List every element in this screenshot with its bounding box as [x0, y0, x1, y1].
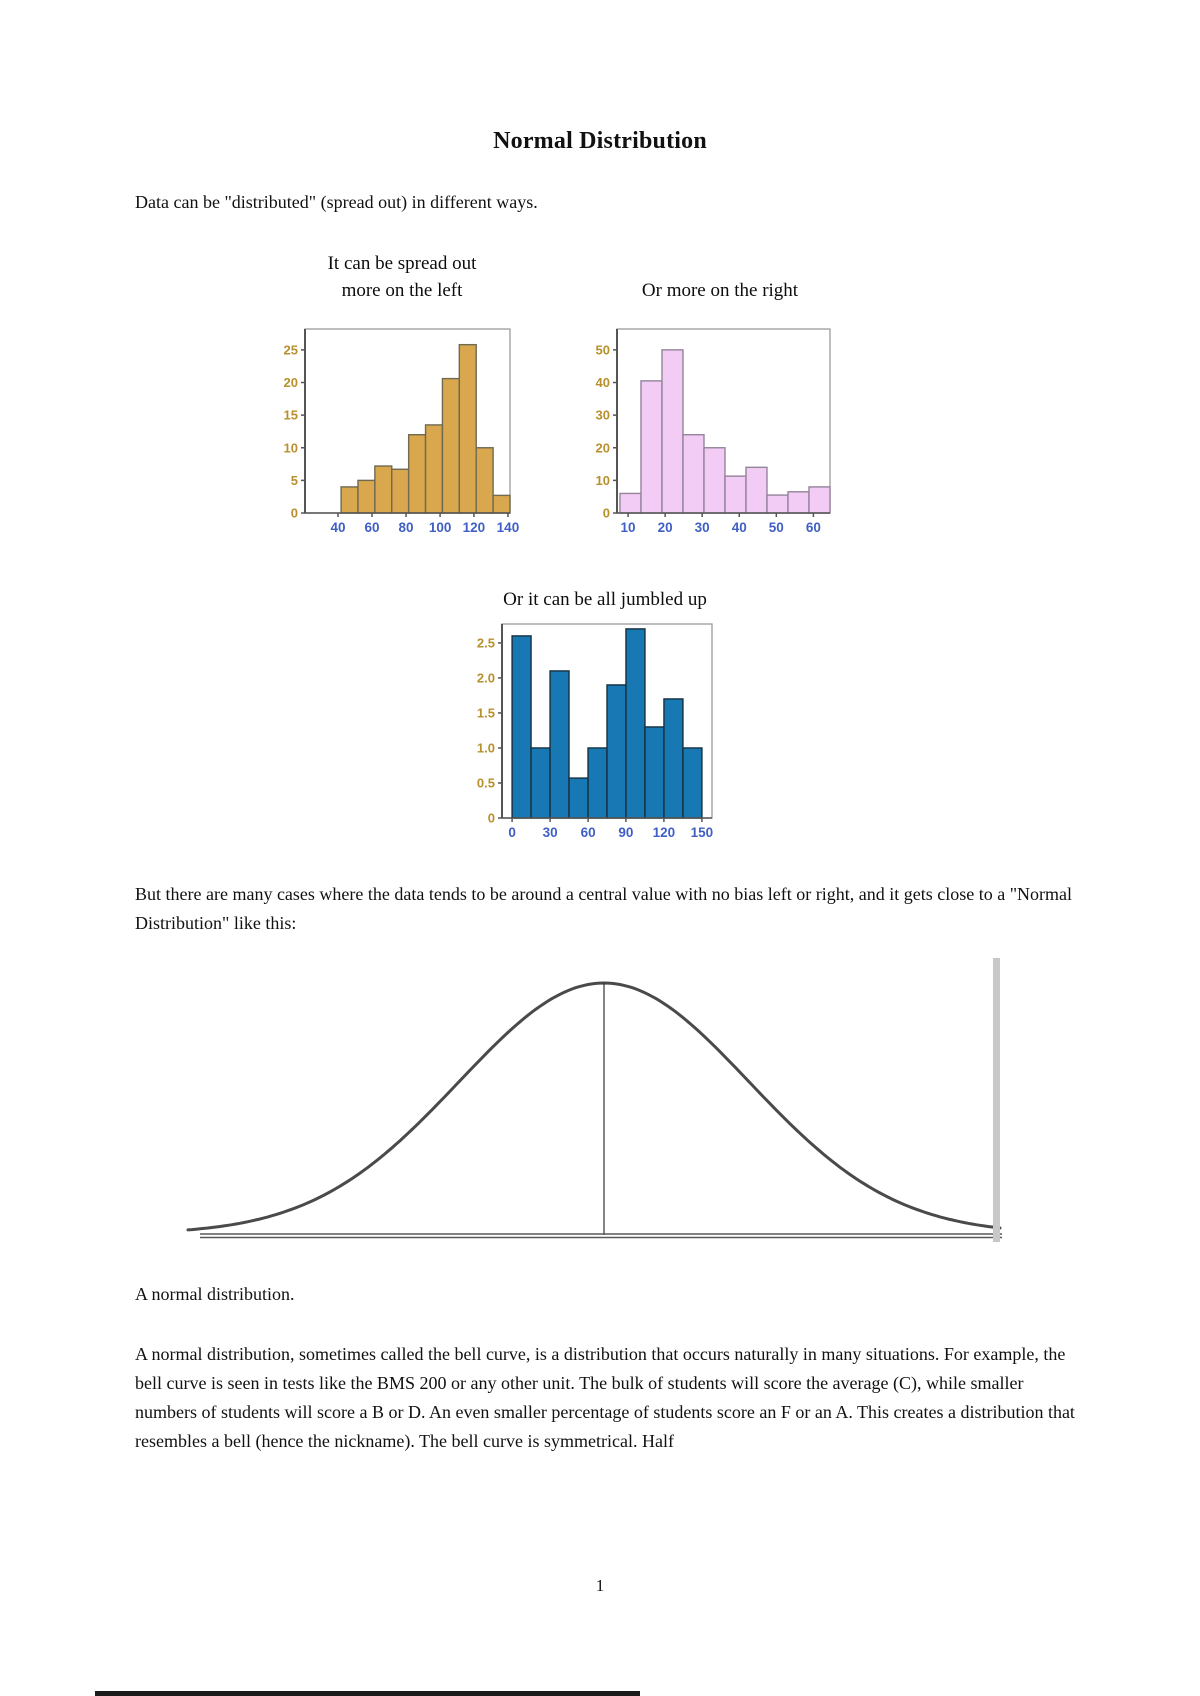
page-title: Normal Distribution: [493, 128, 707, 154]
svg-text:120: 120: [463, 520, 486, 535]
svg-text:1.5: 1.5: [477, 705, 495, 720]
svg-text:20: 20: [658, 520, 673, 535]
svg-text:140: 140: [497, 520, 520, 535]
svg-text:60: 60: [806, 520, 821, 535]
chart-right-skew-title: Or more on the right: [590, 277, 850, 304]
chart-right-skew-histogram: 0 10 20 30 40 50 10 20 30 40 50 60: [596, 328, 831, 535]
svg-text:0: 0: [508, 825, 516, 840]
svg-text:0: 0: [291, 506, 298, 521]
svg-text:0.5: 0.5: [477, 775, 495, 790]
svg-text:50: 50: [769, 520, 784, 535]
svg-text:0: 0: [488, 811, 495, 826]
svg-text:80: 80: [399, 520, 414, 535]
svg-text:120: 120: [653, 825, 676, 840]
chart-left-skew-title-line1: It can be spread out: [327, 253, 477, 274]
chart-right-skew-title-line1: Or more on the right: [641, 280, 799, 301]
svg-text:60: 60: [581, 825, 596, 840]
bell-curve-figure: [186, 958, 1002, 1242]
page-edge-artifact: [95, 1691, 640, 1696]
chart-jumbled-histogram: 0 0.5 1.0 1.5 2.0 2.5 0 30 60 90 120 150: [477, 623, 714, 840]
svg-text:10: 10: [284, 440, 298, 455]
svg-text:25: 25: [284, 342, 298, 357]
body-paragraph: A normal distribution, sometimes called …: [135, 1344, 1075, 1451]
svg-text:10: 10: [621, 520, 636, 535]
central-value-paragraph: But there are many cases where the data …: [135, 884, 1073, 933]
svg-text:30: 30: [596, 408, 610, 423]
intro-paragraph: Data can be "distributed" (spread out) i…: [135, 192, 538, 212]
svg-text:30: 30: [695, 520, 710, 535]
svg-text:15: 15: [284, 408, 298, 423]
svg-text:100: 100: [429, 520, 452, 535]
svg-text:90: 90: [618, 825, 633, 840]
svg-text:10: 10: [596, 473, 610, 488]
svg-text:20: 20: [284, 375, 298, 390]
chart-left-skew-histogram: 0 5 10 15 20 25 40 60 80 100 120 140: [284, 328, 520, 535]
svg-text:40: 40: [596, 375, 610, 390]
figure-caption: A normal distribution.: [135, 1284, 295, 1304]
svg-text:150: 150: [691, 825, 714, 840]
svg-text:40: 40: [330, 520, 345, 535]
chart-jumbled-title-line1: Or it can be all jumbled up: [503, 589, 707, 610]
svg-text:20: 20: [596, 440, 610, 455]
svg-text:5: 5: [291, 473, 298, 488]
svg-text:30: 30: [543, 825, 558, 840]
chart-left-skew-title: It can be spread out more on the left: [282, 250, 522, 304]
page-number: 1: [595, 1576, 605, 1595]
chart-left-skew-title-line2: more on the left: [341, 280, 463, 301]
svg-text:40: 40: [732, 520, 747, 535]
svg-text:1.0: 1.0: [477, 740, 495, 755]
scrollbar-artifact: [993, 958, 1000, 1242]
svg-text:50: 50: [596, 342, 610, 357]
svg-text:60: 60: [365, 520, 380, 535]
svg-text:2.0: 2.0: [477, 670, 495, 685]
svg-text:2.5: 2.5: [477, 635, 495, 650]
svg-text:0: 0: [603, 506, 610, 521]
chart-jumbled-title: Or it can be all jumbled up: [460, 586, 750, 613]
